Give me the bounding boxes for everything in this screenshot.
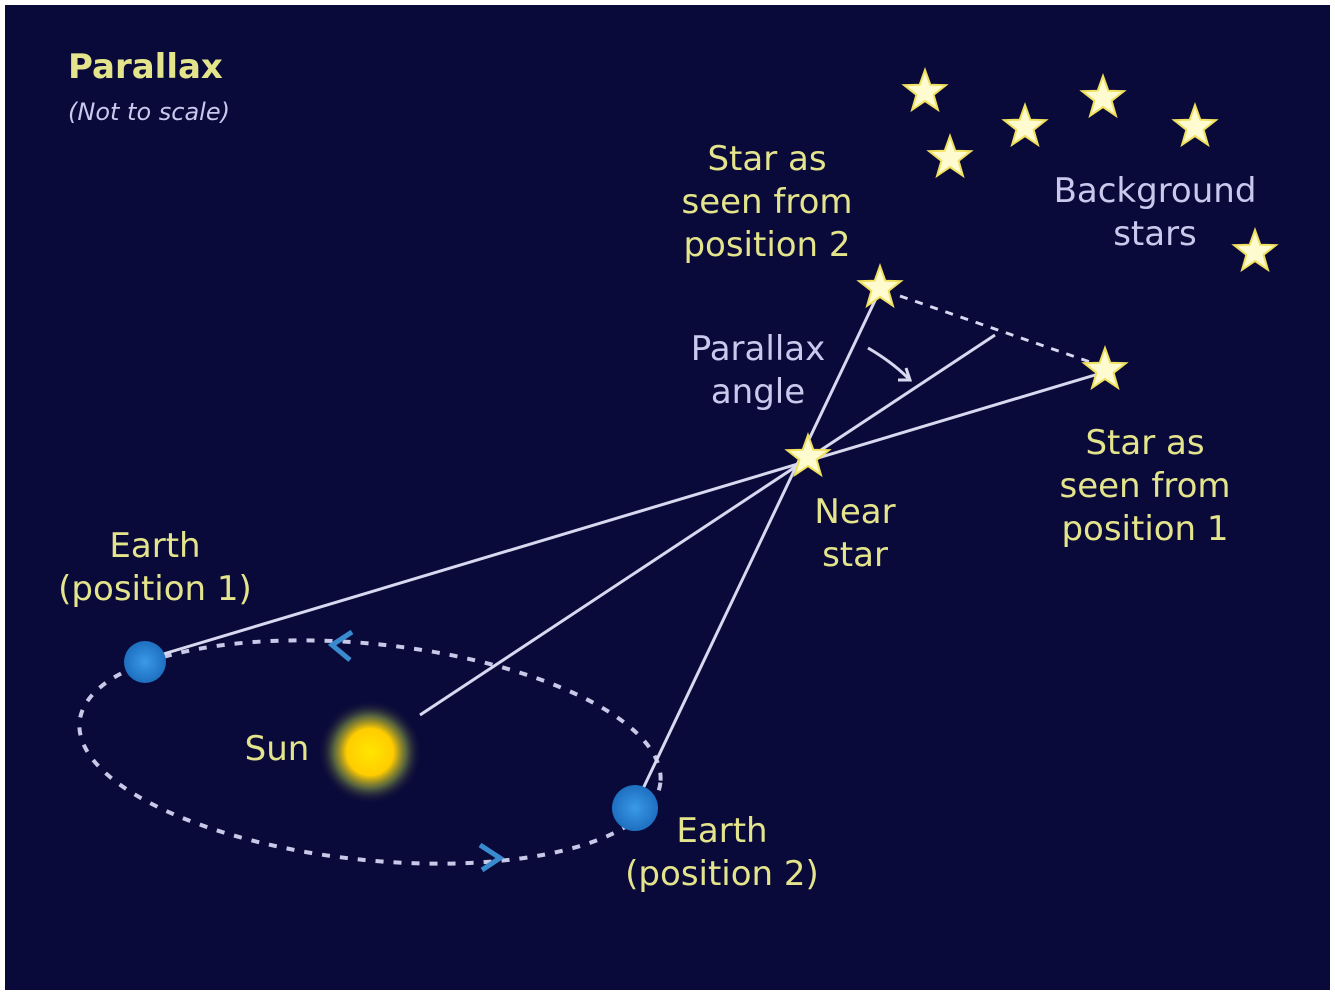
label: star	[822, 535, 888, 575]
label: Parallax	[691, 329, 825, 369]
subtitle: (Not to scale)	[68, 98, 230, 126]
label: seen from	[681, 182, 852, 222]
title: Parallax	[68, 47, 223, 87]
label: Star as	[1085, 423, 1204, 463]
label: (position 1)	[58, 569, 252, 609]
label: Earth	[676, 811, 767, 851]
earth-1	[124, 641, 166, 683]
diagram: Parallax (Not to scale) Star as seen fro…	[0, 0, 1335, 996]
label: seen from	[1059, 466, 1230, 506]
earth-2	[612, 785, 658, 831]
label: Sun	[245, 729, 310, 769]
sun	[318, 700, 422, 804]
label: Earth	[109, 526, 200, 566]
label: (position 2)	[625, 854, 819, 894]
label: Background	[1054, 171, 1257, 211]
label: stars	[1113, 214, 1197, 254]
label: position 1	[1061, 509, 1228, 549]
label: angle	[711, 372, 805, 412]
label: Star as	[707, 139, 826, 179]
label: position 2	[683, 225, 850, 265]
label: Near	[814, 492, 895, 532]
